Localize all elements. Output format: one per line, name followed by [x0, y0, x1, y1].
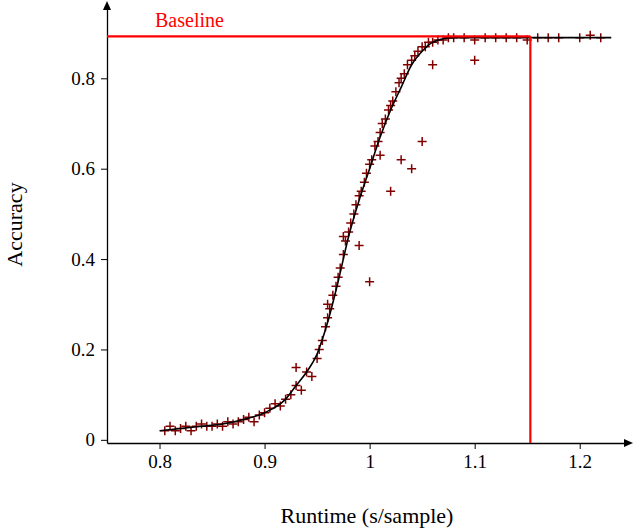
point	[307, 372, 316, 381]
point	[418, 137, 427, 146]
point	[171, 426, 180, 435]
x-tick-mark	[475, 443, 476, 449]
point	[292, 363, 301, 372]
baseline-vertical	[529, 36, 531, 443]
y-tick-mark	[101, 349, 107, 350]
y-axis-title: Accuracy	[2, 182, 27, 266]
y-tick-label: 0.6	[71, 158, 95, 179]
point	[407, 164, 416, 173]
y-tick-label: 0.2	[71, 339, 95, 360]
scatter-series	[160, 31, 605, 435]
point	[323, 300, 332, 309]
y-tick: 0.6	[71, 158, 107, 179]
y-tick-label: 0	[86, 429, 96, 450]
point	[397, 155, 406, 164]
y-tick-label: 0.8	[71, 68, 95, 89]
y-tick-mark	[101, 169, 107, 170]
y-tick-mark	[101, 78, 107, 79]
y-tick: 0.2	[71, 339, 107, 360]
point	[365, 277, 374, 286]
x-tick-label: 0.9	[253, 451, 277, 472]
y-axis: 0 0.2 0.4 0.6 0.8	[71, 7, 107, 451]
x-tick-label: 1.2	[568, 451, 592, 472]
y-tick-mark	[101, 259, 107, 260]
x-tick-mark	[265, 443, 266, 449]
fit-line	[160, 38, 612, 431]
point	[376, 151, 385, 160]
x-tick: 1.1	[463, 443, 487, 472]
x-axis-line	[108, 443, 628, 444]
point	[386, 187, 395, 196]
y-tick: 0.4	[71, 249, 107, 270]
point	[339, 232, 348, 241]
y-tick-mark	[101, 440, 107, 441]
x-tick-mark	[370, 443, 371, 449]
point	[428, 60, 437, 69]
point	[297, 386, 306, 395]
point	[250, 417, 259, 426]
x-axis-title: Runtime (s/sample)	[281, 503, 454, 528]
x-axis-arrow	[624, 439, 633, 447]
baseline-label: Baseline	[155, 9, 224, 31]
plot-area	[107, 31, 611, 443]
x-tick: 0.8	[148, 443, 172, 472]
point	[181, 422, 190, 431]
y-tick: 0.8	[71, 68, 107, 89]
x-tick-label: 0.8	[148, 451, 172, 472]
point	[586, 31, 595, 40]
baseline-horizontal	[107, 35, 530, 37]
x-tick-mark	[580, 443, 581, 449]
y-tick: 0	[86, 429, 108, 450]
x-tick: 1	[365, 443, 375, 472]
point	[355, 241, 364, 250]
x-tick: 0.9	[253, 443, 277, 472]
chart: 0.8 0.9 1 1.1 1.2 0 0.2 0.4 0.6 0.8 Runtime (s/sam…	[0, 0, 640, 532]
point	[470, 56, 479, 65]
y-axis-arrow	[103, 1, 111, 10]
x-axis: 0.8 0.9 1 1.1 1.2	[108, 443, 628, 472]
x-tick: 1.2	[568, 443, 592, 472]
x-tick-label: 1.1	[463, 451, 487, 472]
y-axis-line	[107, 7, 108, 444]
x-tick-label: 1	[365, 451, 375, 472]
y-tick-label: 0.4	[71, 249, 95, 270]
x-tick-mark	[160, 443, 161, 449]
